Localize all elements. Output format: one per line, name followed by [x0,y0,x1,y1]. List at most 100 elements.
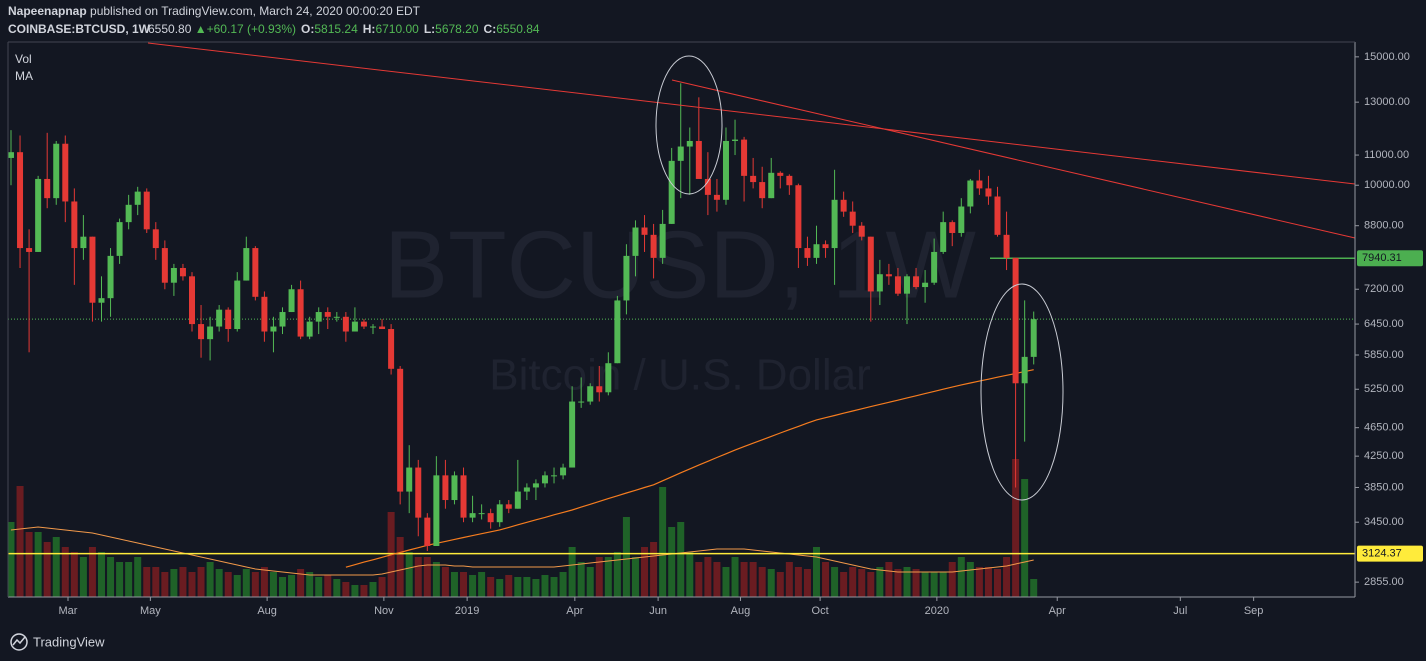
volume-bar [251,572,259,597]
candle-body [415,467,422,518]
candle-body [125,204,132,223]
candle-body [288,289,295,313]
candle-body [931,251,938,283]
candle-body [469,513,476,518]
volume-bar [487,577,495,597]
candle-body [940,222,947,252]
y-tick-label: 2855.00 [1364,576,1404,588]
pane-label: Vol [15,52,32,66]
volume-bar [306,572,314,597]
volume-bar [794,567,802,597]
candle-body [713,194,720,200]
x-tick-label: Aug [257,605,277,617]
candle-body [7,152,14,158]
volume-bar [206,562,214,597]
volume-bar [595,557,603,597]
candle-body [867,236,874,292]
volume-bar [224,572,232,597]
x-tick-label: 2019 [455,605,479,617]
logo [10,633,28,651]
candle-body [532,483,539,488]
ohlc-key: L: [424,22,435,36]
candle-body [370,326,377,328]
candle-body [270,326,277,332]
volume-bar [450,572,458,597]
volume-bar [641,547,649,597]
candle-body [732,139,739,141]
volume-bar [541,575,549,597]
volume-bar [143,567,151,597]
volume-bar [559,572,567,597]
x-tick-label: 2020 [925,605,949,617]
candle-body [876,274,883,292]
volume-bar [966,562,974,597]
volume-bar [885,562,893,597]
volume-bar [1021,479,1029,597]
volume-bar [161,572,169,597]
volume-bar [279,577,287,597]
candle-body [379,326,386,330]
x-tick-label: Jul [1173,605,1187,617]
candle-body [804,248,811,258]
volume-bar [88,547,96,597]
volume-bar [52,537,60,597]
candle-body [252,248,259,297]
candle-body [587,386,594,402]
volume-bar [342,582,350,597]
candle-body [134,191,141,205]
ohlc-value: 6550.84 [496,22,540,36]
volume-bar [1030,579,1038,597]
candle-body [351,321,358,332]
candle-body [198,324,205,340]
volume-bar [1012,459,1020,597]
volume-bar [903,567,911,597]
volume-bar [423,557,431,597]
volume-bar [785,562,793,597]
volume-bar [170,569,178,597]
y-tick-label: 4650.00 [1364,422,1404,434]
candle-body [831,199,838,249]
candle-body [650,234,657,258]
candle-body [243,248,250,281]
volume-bar [260,567,268,597]
volume-bar [849,567,857,597]
x-tick-label: Apr [566,605,583,617]
volume-bar [704,557,712,597]
volume-bar [405,552,413,597]
y-tick-label: 3850.00 [1364,481,1404,493]
candle-body [44,178,51,199]
candle-body [686,140,693,147]
volume-bar [125,562,133,597]
candle-body [641,227,648,235]
volume-bar [939,572,947,597]
volume-bar [812,547,820,597]
candle-body [967,180,974,207]
ohlc-key: O: [301,22,314,36]
volume-bar [116,562,124,597]
candle-body [98,298,105,303]
volume-bar [749,562,757,597]
candle-body [80,236,87,249]
volume-bar [460,572,468,597]
candle-body [397,368,404,492]
candle-body [406,467,413,492]
volume-bar [269,572,277,597]
candle-body [116,222,123,256]
y-tick-label: 5850.00 [1364,349,1404,361]
volume-bar [432,562,440,597]
candle-body [578,401,585,403]
volume-bar [134,557,142,597]
candle-body [53,143,60,199]
price-ma-line [345,369,1034,568]
volume-bar [650,542,658,597]
volume-bar [34,532,42,597]
candle-body [306,321,313,337]
y-tick-label: 8800.00 [1364,220,1404,232]
x-tick-label: Sep [1244,605,1264,617]
candle-body [659,223,666,258]
volume-bar [523,577,531,597]
candle-body [451,475,458,501]
candle-body [985,188,992,197]
